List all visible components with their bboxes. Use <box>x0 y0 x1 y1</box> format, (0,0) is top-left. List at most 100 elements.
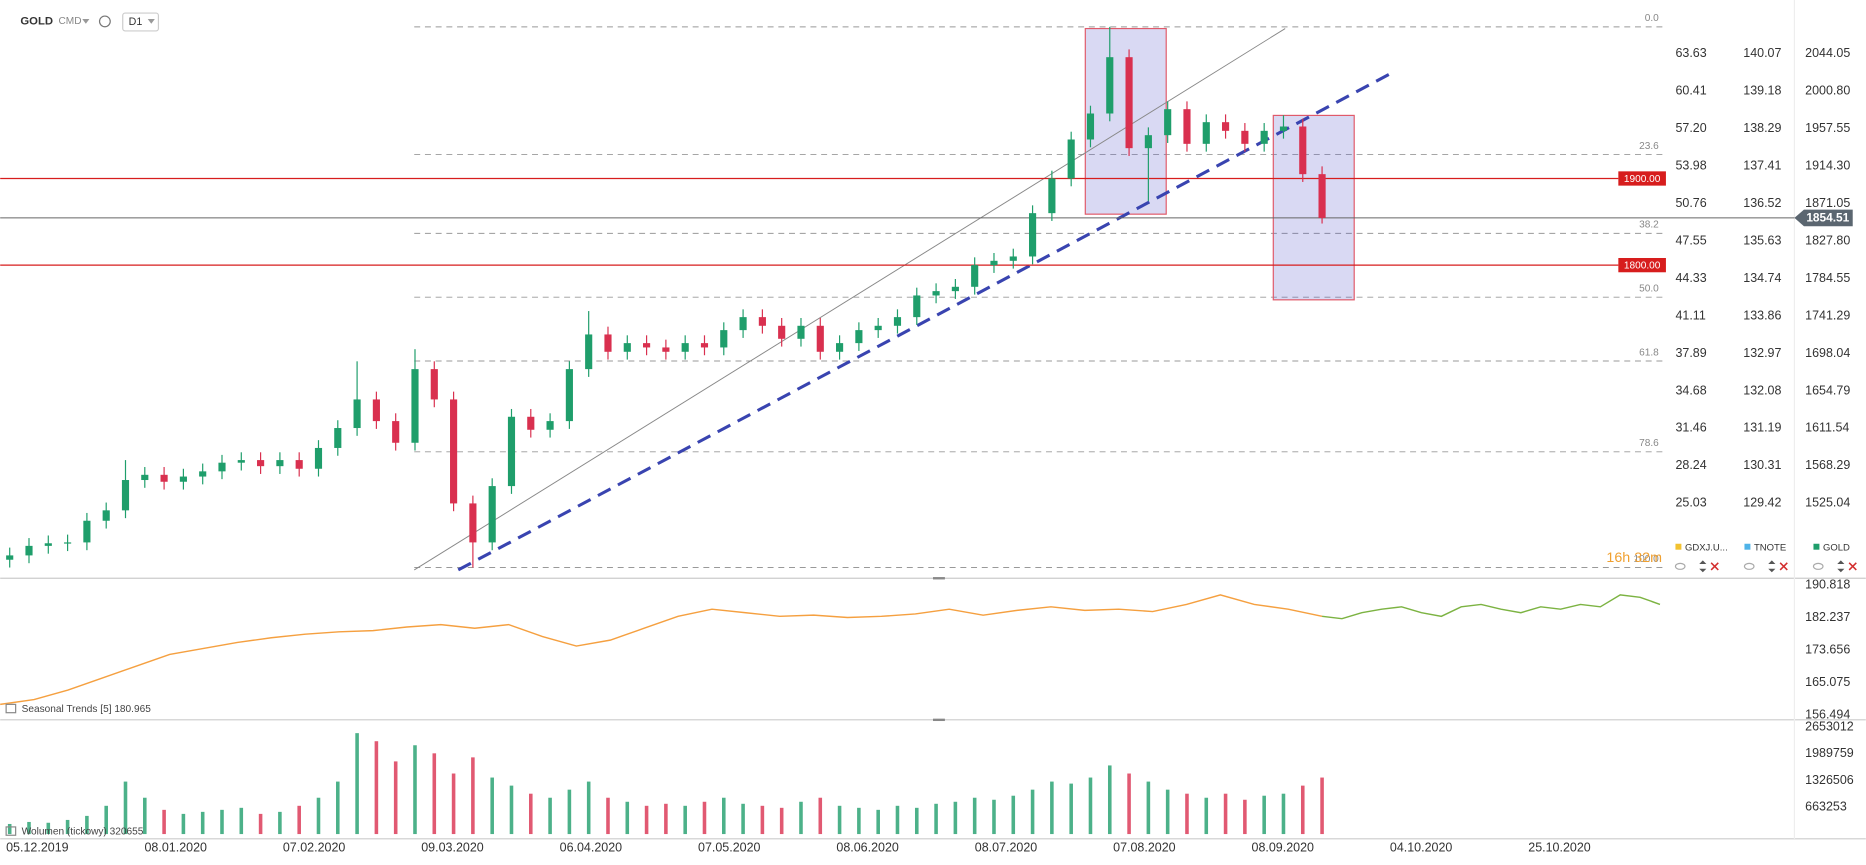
info-icon[interactable] <box>98 15 111 28</box>
tnote-tick-label: 134.74 <box>1743 271 1781 285</box>
remove-icon[interactable] <box>1779 562 1788 571</box>
candle-body <box>816 325 824 352</box>
y-tick-label: 1611.54 <box>1805 421 1849 435</box>
volume-bar <box>374 741 379 835</box>
candle-body <box>276 460 284 467</box>
volume-bar <box>1146 781 1151 835</box>
tnote-tick-label: 132.08 <box>1743 383 1781 397</box>
volume-bar <box>393 761 398 835</box>
volume-bar <box>200 811 205 835</box>
y-tick-label: 2044.05 <box>1805 46 1850 60</box>
volume-bar <box>1243 799 1247 835</box>
candle-body <box>295 460 303 469</box>
volume-bar <box>721 797 726 835</box>
candle-body <box>1067 139 1075 179</box>
volume-bar <box>316 797 321 835</box>
volume-bar <box>278 811 282 835</box>
tnote-tick-label: 129.42 <box>1743 496 1781 510</box>
tnote-tick-label: 130.31 <box>1743 458 1781 472</box>
fib-label: 23.6 <box>1639 141 1659 152</box>
x-tick-label: 08.07.2020 <box>975 841 1038 855</box>
interval[interactable]: D1 <box>129 16 143 28</box>
y-tick-label: 1525.04 <box>1805 496 1850 510</box>
gdxj-tick-label: 47.55 <box>1675 233 1706 247</box>
dropdown-arrow[interactable] <box>82 19 90 24</box>
volume-bar <box>258 813 263 835</box>
candle-body <box>160 474 168 482</box>
tnote-tick-label: 131.19 <box>1743 421 1781 435</box>
candle-body <box>1164 109 1172 136</box>
dropdown-arrow[interactable] <box>147 19 155 24</box>
x-tick-label: 07.02.2020 <box>283 841 346 855</box>
order-arrows[interactable] <box>1837 560 1845 573</box>
indicator-icon[interactable] <box>5 826 17 836</box>
volume-bar <box>451 773 456 835</box>
trend-line <box>457 70 1396 572</box>
x-tick-label: 07.05.2020 <box>698 841 761 855</box>
indicator-icon[interactable] <box>5 703 17 714</box>
candle-body <box>64 542 72 544</box>
interval-select[interactable] <box>122 12 160 32</box>
volume-bar <box>27 821 31 835</box>
tnote-tick-label: 138.29 <box>1743 121 1781 135</box>
volume-bar <box>895 805 900 835</box>
candle-body <box>585 334 593 370</box>
visibility-icon[interactable] <box>1812 562 1824 570</box>
volume-bar <box>490 777 494 835</box>
y-tick-label: 1654.79 <box>1805 383 1850 397</box>
category[interactable]: CMD <box>58 16 81 27</box>
fib-label: 50.0 <box>1639 284 1659 295</box>
candle-body <box>44 543 52 546</box>
y-tick-label: 1568.29 <box>1805 458 1850 472</box>
order-arrows[interactable] <box>1768 560 1776 573</box>
order-arrows[interactable] <box>1699 560 1707 573</box>
legend-swatch <box>1675 543 1682 550</box>
fib-label: 61.8 <box>1639 347 1659 358</box>
candle-body <box>643 343 651 348</box>
candle-body <box>450 399 458 504</box>
volume-bar <box>162 809 166 835</box>
volume-bar <box>509 785 514 835</box>
y-tick-label: 156.494 <box>1805 707 1850 721</box>
volume-bar <box>297 805 301 835</box>
x-tick-label: 08.06.2020 <box>836 841 899 855</box>
candle-body <box>1144 135 1152 149</box>
visibility-icon[interactable] <box>1674 562 1686 570</box>
visibility-icon[interactable] <box>1743 562 1755 570</box>
candle-body <box>469 503 477 543</box>
candle-body <box>372 399 380 422</box>
volume-bar <box>760 805 765 835</box>
legend-swatch <box>1813 543 1820 550</box>
candle-body <box>913 295 921 318</box>
remove-icon[interactable] <box>1710 562 1719 571</box>
tnote-tick-label: 133.86 <box>1743 308 1781 322</box>
y-tick-label: 1871.05 <box>1805 196 1850 210</box>
volume-bar <box>586 781 591 835</box>
y-tick-label: 1741.29 <box>1805 308 1850 322</box>
y-tick-label: 2653012 <box>1805 719 1854 733</box>
candle-body <box>507 416 516 487</box>
indicator-label: Wolumen (tickowy) 320655 <box>22 826 144 837</box>
volume-bar <box>1165 789 1170 835</box>
candle-body <box>623 343 631 352</box>
candle-body <box>1009 256 1017 261</box>
tnote-tick-label: 132.97 <box>1743 346 1781 360</box>
volume-bar <box>413 745 417 835</box>
x-tick-label: 07.08.2020 <box>1113 841 1176 855</box>
gdxj-tick-label: 25.03 <box>1675 496 1706 510</box>
volume-bar <box>914 807 919 835</box>
symbol[interactable]: GOLD <box>20 15 53 27</box>
candle-body <box>102 510 110 521</box>
remove-icon[interactable] <box>1848 562 1857 571</box>
candle-body <box>1202 122 1210 144</box>
volume-bar <box>683 805 687 835</box>
fib-label: 100.0 <box>1633 554 1659 565</box>
gdxj-tick-label: 60.41 <box>1675 83 1706 97</box>
y-tick-label: 190.818 <box>1805 578 1850 592</box>
legend-label: GDXJ.U... <box>1685 542 1728 553</box>
volume-bar <box>104 805 108 835</box>
volume-bar <box>837 805 842 835</box>
volume-bar <box>567 789 572 835</box>
